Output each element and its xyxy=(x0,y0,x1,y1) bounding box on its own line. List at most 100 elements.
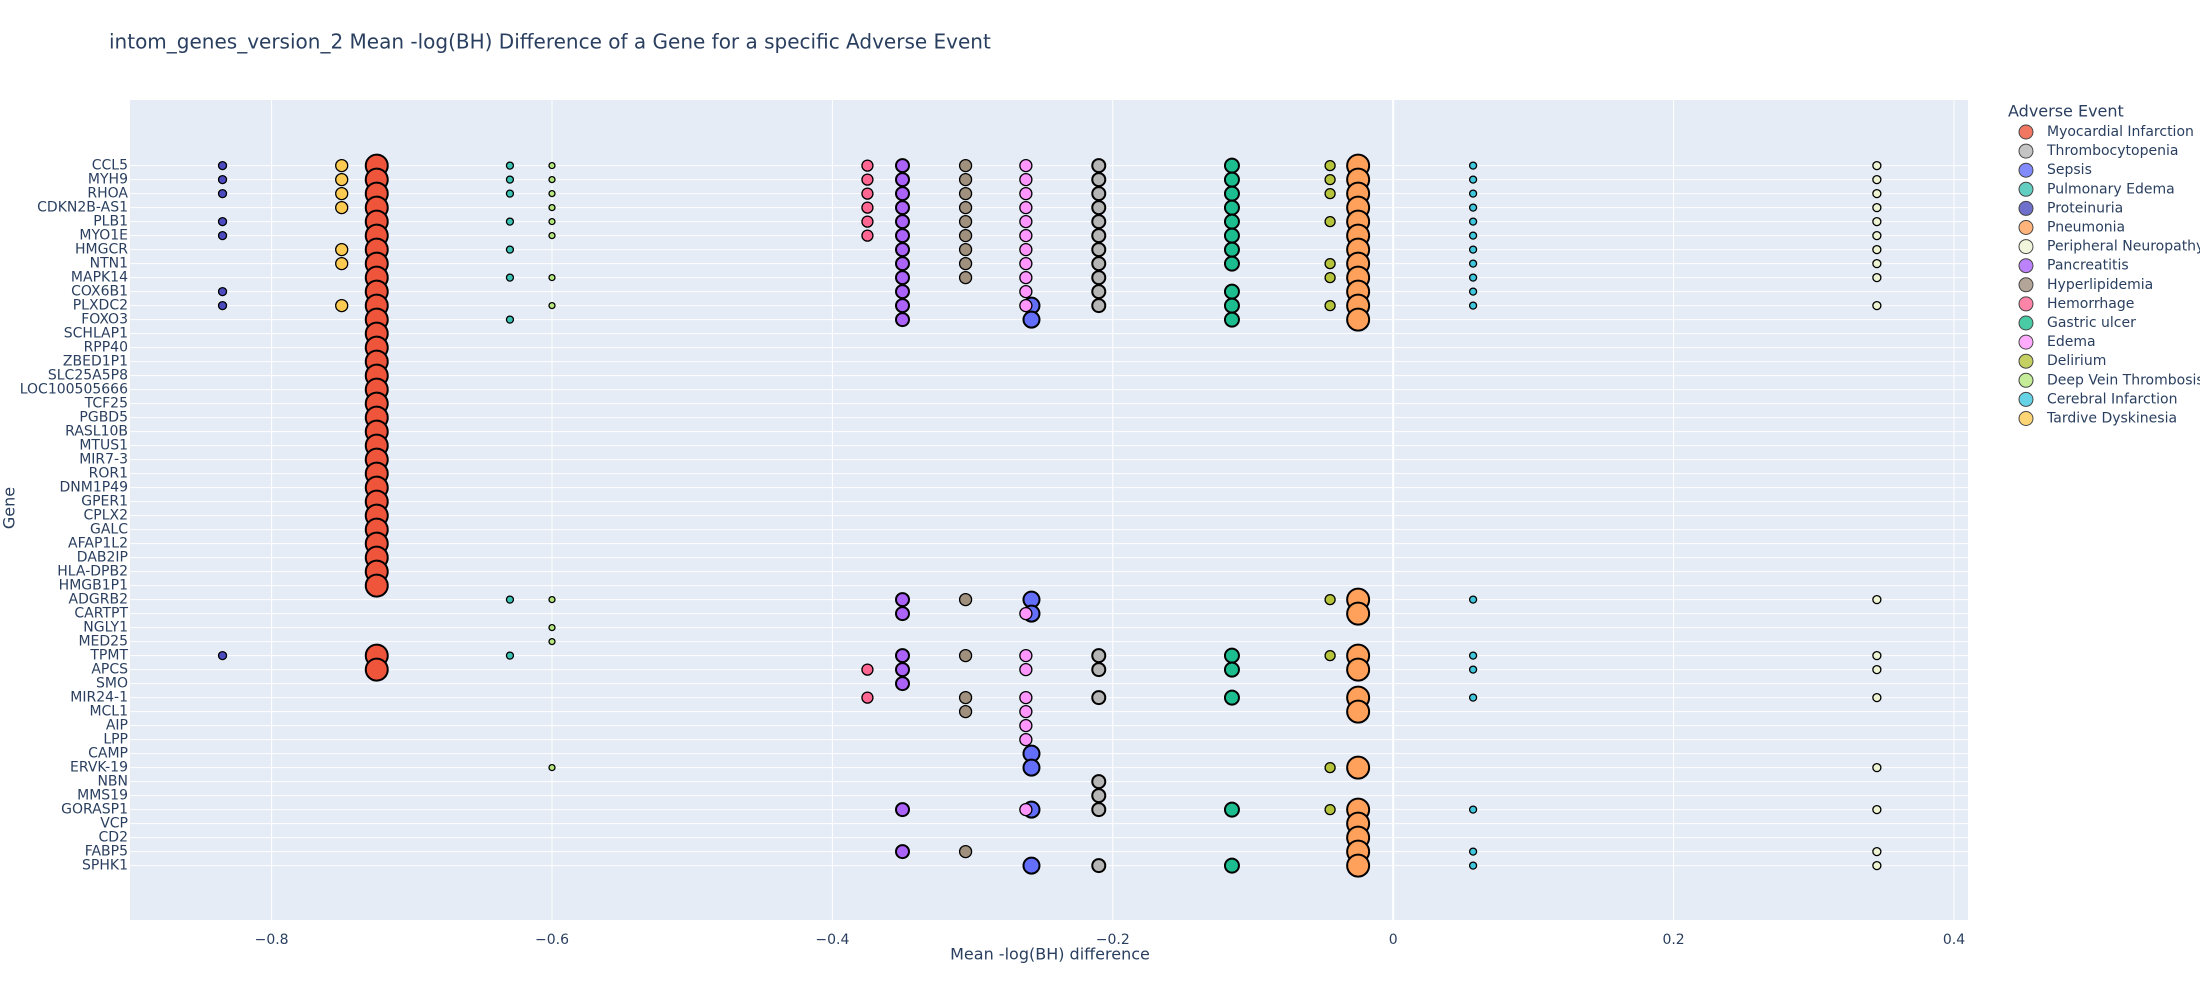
point xyxy=(1872,664,1882,675)
plot-area xyxy=(130,100,1968,920)
legend-label: Tardive Dyskinesia xyxy=(2046,411,2177,427)
y-tick-label: MYO1E xyxy=(79,228,128,244)
x-tick-label: 0.2 xyxy=(1662,932,1684,948)
point xyxy=(958,228,973,243)
point xyxy=(1091,662,1107,678)
point xyxy=(548,161,556,170)
y-tick-label: MIR7-3 xyxy=(79,452,128,468)
point xyxy=(894,802,910,818)
point xyxy=(364,573,389,598)
legend-marker xyxy=(2018,277,2034,293)
point xyxy=(1091,270,1107,286)
point xyxy=(1468,231,1478,240)
point xyxy=(1468,175,1478,184)
point xyxy=(1019,662,1033,677)
point xyxy=(1019,284,1033,299)
point xyxy=(548,231,556,240)
point xyxy=(894,312,910,328)
point xyxy=(894,606,910,622)
point xyxy=(1019,802,1033,817)
point xyxy=(505,273,515,282)
point xyxy=(1468,847,1478,856)
point xyxy=(1223,857,1240,874)
point xyxy=(958,690,973,705)
points xyxy=(217,153,1882,878)
point xyxy=(1872,692,1882,703)
point xyxy=(548,623,556,632)
legend-label: Deep Vein Thrombosis xyxy=(2047,372,2200,388)
legend-label: Hyperlipidemia xyxy=(2047,277,2153,293)
y-tick-label: CAMP xyxy=(88,746,128,762)
point xyxy=(1872,650,1882,661)
legend-marker xyxy=(2018,162,2034,178)
point xyxy=(1872,300,1882,311)
point xyxy=(1872,188,1882,199)
y-tick-label: SLC25A5P8 xyxy=(48,368,128,384)
point xyxy=(1872,762,1882,773)
point xyxy=(1872,216,1882,227)
point xyxy=(1872,258,1882,269)
legend-marker xyxy=(2018,334,2034,350)
point xyxy=(1019,606,1033,621)
y-tick-label: CARTPT xyxy=(74,606,128,622)
point xyxy=(1324,257,1336,270)
point xyxy=(958,270,973,285)
y-tick-label: AFAP1L2 xyxy=(68,536,128,552)
point xyxy=(1872,860,1882,871)
point xyxy=(894,172,910,188)
point xyxy=(505,217,515,226)
x-tick-label: −0.8 xyxy=(255,932,289,948)
point xyxy=(1468,595,1478,604)
point xyxy=(894,844,910,860)
point xyxy=(1091,284,1107,300)
y-tick-label: TCF25 xyxy=(84,396,128,412)
point xyxy=(1223,157,1240,174)
legend-label: Pancreatitis xyxy=(2047,258,2129,274)
point xyxy=(217,160,228,171)
point xyxy=(1022,310,1041,329)
point xyxy=(894,214,910,230)
point xyxy=(1019,172,1033,187)
y-tick-label: TPMT xyxy=(89,648,128,664)
point xyxy=(1019,704,1033,719)
legend-marker xyxy=(2018,124,2034,140)
point xyxy=(217,188,228,199)
point xyxy=(1872,230,1882,241)
point xyxy=(861,663,874,676)
point xyxy=(1091,298,1107,314)
point xyxy=(548,763,556,772)
point xyxy=(1872,244,1882,255)
legend-marker xyxy=(2018,372,2034,388)
point xyxy=(335,186,349,201)
point xyxy=(958,242,973,257)
point xyxy=(861,159,874,172)
point xyxy=(1223,311,1240,328)
point xyxy=(1468,693,1478,702)
point xyxy=(1324,271,1336,284)
point xyxy=(1091,214,1107,230)
point xyxy=(1091,256,1107,272)
point xyxy=(1468,259,1478,268)
y-tick-label: MTUS1 xyxy=(79,438,128,454)
point xyxy=(548,203,556,212)
point xyxy=(548,301,556,310)
legend-label: Myocardial Infarction xyxy=(2047,124,2194,140)
point xyxy=(1223,255,1240,272)
point xyxy=(548,175,556,184)
point xyxy=(861,173,874,186)
legend-label: Thrombocytopenia xyxy=(2046,143,2178,159)
y-tick-label: FOXO3 xyxy=(81,312,128,328)
point xyxy=(505,245,515,254)
point xyxy=(1468,805,1478,814)
legend-marker xyxy=(2018,181,2034,197)
y-tick-label: NBN xyxy=(97,774,128,790)
point xyxy=(1019,718,1033,733)
point xyxy=(1468,161,1478,170)
point xyxy=(1468,665,1478,674)
point xyxy=(894,298,910,314)
point xyxy=(1468,203,1478,212)
point xyxy=(1091,200,1107,216)
x-axis-title: Mean -log(BH) difference xyxy=(950,945,1150,964)
point xyxy=(1091,690,1107,706)
